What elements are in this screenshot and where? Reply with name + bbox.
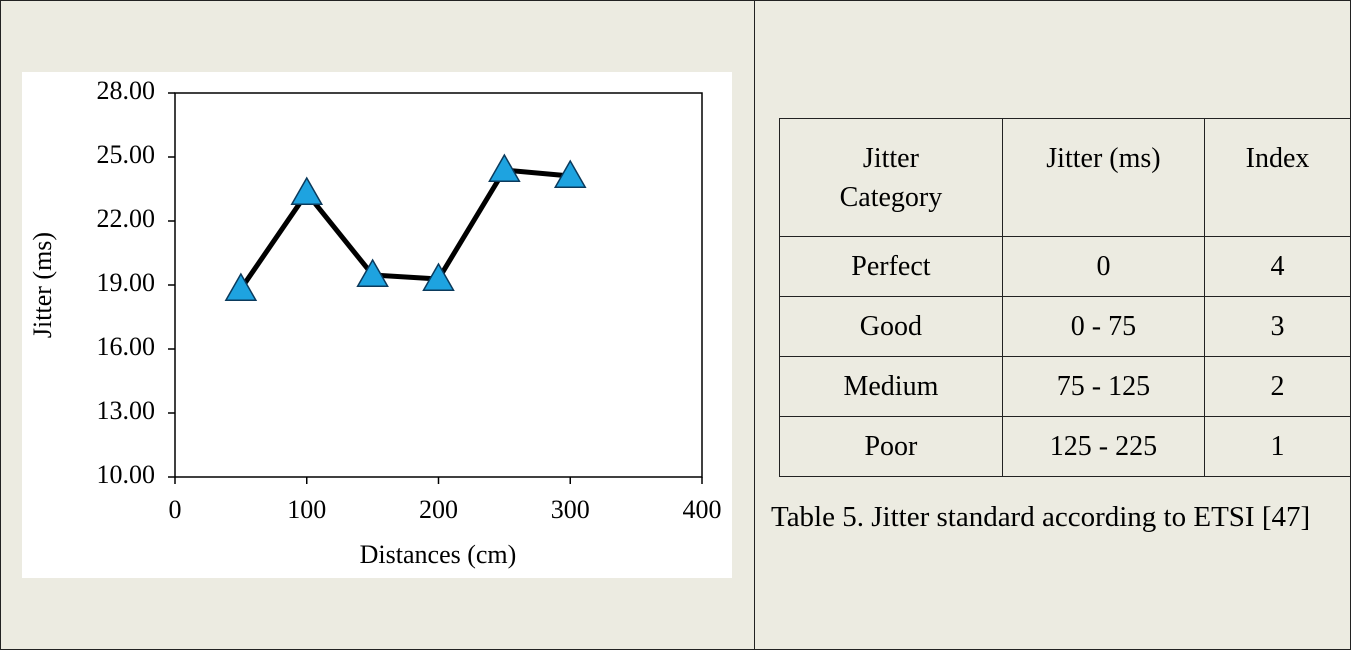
chart: Distances (cm) Jitter (ms) 10.00 13.00 16.… <box>22 72 732 578</box>
table-row: Perfect 0 4 <box>779 236 1351 297</box>
table-row-cell: 3 <box>1204 296 1351 357</box>
table-row-cell: 1 <box>1204 416 1351 477</box>
header-row-cell: Jitter (ms) <box>1001 118 1206 237</box>
table-row: Good 0 - 75 3 <box>779 296 1351 357</box>
data-marker <box>488 153 521 183</box>
y-tick-label: 28.00 <box>97 76 156 105</box>
header-row-cell: Index <box>1204 118 1351 237</box>
table-caption: Table 5. Jitter standard according to ET… <box>771 501 1311 533</box>
y-tick-label: 16.00 <box>97 332 156 361</box>
data-marker <box>290 176 324 206</box>
jitter-table: Jitter Category Jitter (ms) Index Perfect 0 4… <box>779 118 1351 477</box>
x-tick-label: 0 <box>169 495 182 524</box>
table-row-cell: 4 <box>1204 236 1351 297</box>
x-tick-label: 400 <box>683 495 722 524</box>
table-row: Poor 125 - 225 1 <box>779 416 1351 477</box>
data-marker <box>553 159 587 188</box>
table-row-cell: 0 <box>1001 236 1206 297</box>
y-tick-label: 22.00 <box>97 204 156 233</box>
y-tick-label: 19.00 <box>97 268 156 297</box>
data-marker <box>422 262 455 292</box>
data-marker <box>224 272 258 302</box>
table-row-cell: 2 <box>1204 356 1351 417</box>
series-line <box>238 167 571 291</box>
table-row-cell: 75 - 125 <box>1001 356 1206 417</box>
x-tick-label: 100 <box>287 495 326 524</box>
x-tick-label: 300 <box>551 495 590 524</box>
x-tick-label: 200 <box>419 495 458 524</box>
x-axis-label: Distances (cm) <box>360 540 517 569</box>
divider <box>754 0 755 650</box>
y-tick-label: 25.00 <box>97 140 156 169</box>
data-marker <box>356 258 389 287</box>
table-row-cell: 125 - 225 <box>1001 416 1206 477</box>
table-row: Medium 75 - 125 2 <box>779 356 1351 417</box>
table-row-cell: 0 - 75 <box>1001 296 1206 357</box>
header-row: Jitter Category Jitter (ms) Index <box>779 118 1351 237</box>
table-row-cell: Medium <box>779 356 1003 417</box>
table-row-cell: Poor <box>779 416 1003 477</box>
table-row-cell: Good <box>779 296 1003 357</box>
y-tick-label: 10.00 <box>97 460 156 489</box>
y-axis-label: Jitter (ms) <box>28 232 57 338</box>
header-row-cell: Jitter Category <box>779 118 1003 237</box>
y-tick-label: 13.00 <box>97 396 156 425</box>
table-row-cell: Perfect <box>779 236 1003 297</box>
